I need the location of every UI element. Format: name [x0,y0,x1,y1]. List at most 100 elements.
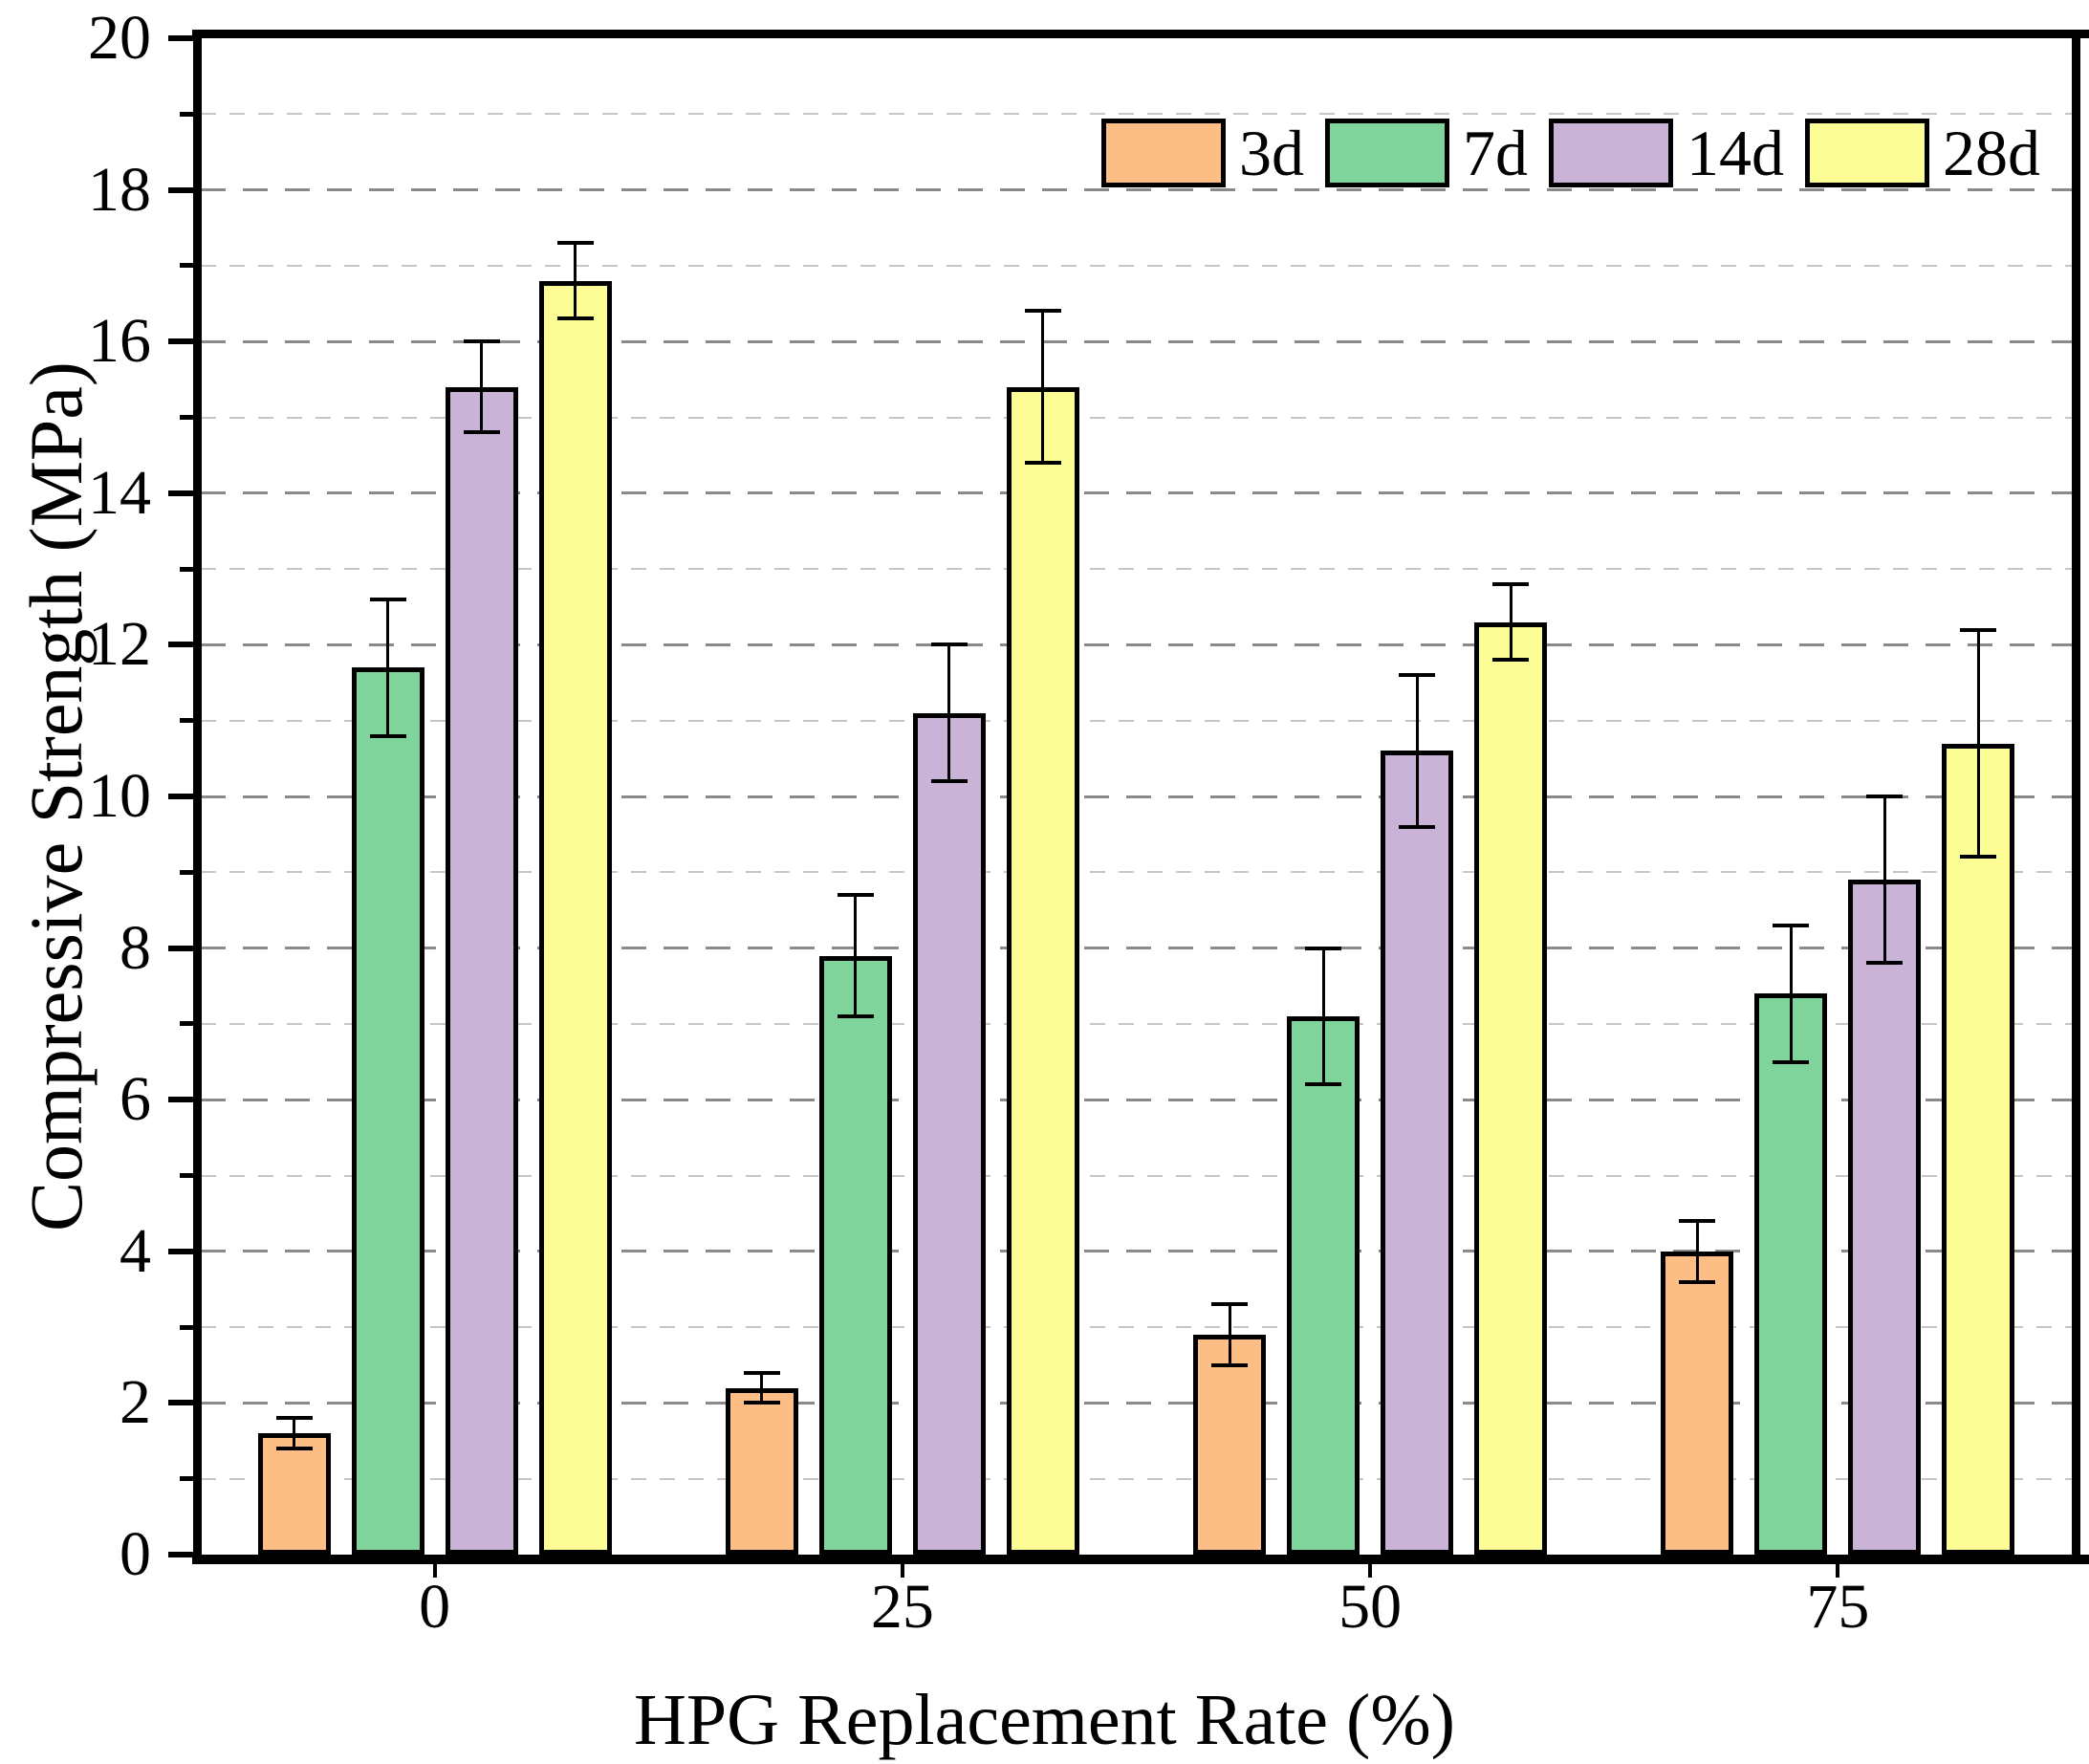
error-bar-line [1976,629,1980,858]
y-tick-label: 18 [88,154,151,225]
axis-spine-bottom [192,1555,2089,1564]
y-minor-tick [180,869,195,875]
error-bar-cap-bottom [1679,1279,1716,1284]
error-bar-cap-top [369,597,406,601]
error-bar-cap-bottom [930,779,968,784]
legend-swatch-28d [1805,119,1929,187]
error-bar-cap-top [1773,923,1810,927]
error-bar-line [1695,1221,1699,1282]
bar-3d-25 [725,1387,798,1555]
error-bar-line [1228,1304,1231,1365]
axis-spine-left [193,30,202,1564]
y-major-tick [168,490,195,496]
major-gridline [201,642,2072,646]
major-gridline [201,491,2072,495]
x-major-tick [1368,1564,1373,1578]
legend-label-28d: 28d [1943,117,2040,189]
error-bar-cap-bottom [837,1013,874,1018]
legend: 3d 7d 14d 28d [1101,119,2040,187]
bar-28d-0 [538,280,612,1555]
minor-gridline [201,416,2072,419]
error-bar-line [1882,796,1886,964]
error-bar-cap-top [1399,673,1436,678]
error-bar-cap-top [556,241,594,246]
error-bar-cap-bottom [1960,855,1997,860]
error-bar-line [1415,675,1419,827]
y-tick-label: 10 [88,761,151,831]
legend-item-28d: 28d [1805,119,2040,187]
x-tick-label: 75 [1806,1572,1870,1642]
error-bar-cap-top [1492,581,1530,586]
y-tick-label: 12 [88,609,151,680]
bar-14d-25 [912,712,986,1555]
legend-label-7d: 7d [1463,117,1528,189]
major-gridline [201,339,2072,343]
y-major-tick [168,794,195,799]
bar-14d-75 [1848,880,1922,1555]
y-major-tick [168,35,195,41]
error-bar-cap-top [930,642,968,647]
legend-swatch-3d [1101,119,1226,187]
y-major-tick [168,945,195,951]
y-major-tick [168,642,195,648]
error-bar-line [1321,947,1325,1085]
minor-gridline [201,1326,2072,1329]
bar-14d-50 [1381,751,1454,1555]
error-bar-cap-bottom [463,430,500,435]
y-minor-tick [180,415,195,420]
legend-item-7d: 7d [1325,119,1528,187]
major-gridline [201,1098,2072,1101]
error-bar-cap-top [837,893,874,898]
y-tick-label: 6 [120,1064,151,1135]
y-minor-tick [180,1476,195,1482]
error-bar-cap-top [463,339,500,344]
error-bar-cap-top [1211,1302,1249,1307]
x-axis-title: HPG Replacement Rate (%) [634,1680,1455,1760]
major-gridline [201,1250,2072,1253]
major-gridline [201,188,2072,192]
error-bar-line [480,341,484,433]
minor-gridline [201,1477,2072,1480]
minor-gridline [201,113,2072,116]
error-bar-cap-top [1866,795,1904,798]
bar-7d-25 [818,955,892,1555]
error-bar-line [386,599,390,736]
bar-7d-75 [1754,993,1828,1555]
minor-gridline [201,1174,2072,1177]
y-minor-tick [180,718,195,724]
legend-swatch-7d [1325,119,1449,187]
error-bar-cap-bottom [1024,461,1061,466]
error-bar-line [854,895,858,1016]
axis-spine-right [2072,30,2080,1564]
y-tick-label: 8 [120,912,151,983]
major-gridline [201,795,2072,798]
bar-28d-50 [1474,621,1548,1555]
bar-7d-50 [1287,1015,1360,1555]
error-bar-line [947,644,951,782]
error-bar-cap-bottom [275,1446,313,1450]
error-bar-cap-bottom [369,733,406,738]
y-major-tick [168,1552,195,1557]
minor-gridline [201,1022,2072,1025]
y-minor-tick [180,566,195,572]
legend-item-3d: 3d [1101,119,1304,187]
x-major-tick [432,1564,437,1578]
error-bar-cap-bottom [1305,1082,1342,1087]
error-bar-cap-top [1024,309,1061,314]
y-tick-label: 16 [88,306,151,377]
bar-14d-0 [445,386,518,1555]
y-major-tick [168,338,195,345]
error-bar-cap-bottom [1211,1362,1249,1367]
error-bar-cap-bottom [743,1401,780,1405]
y-major-tick [168,1097,195,1103]
error-bar-cap-top [1679,1219,1716,1224]
bar-7d-0 [351,667,424,1555]
minor-gridline [201,719,2072,722]
error-bar-cap-bottom [556,316,594,321]
legend-label-3d: 3d [1239,117,1304,189]
bar-28d-75 [1942,743,2015,1555]
bar-3d-50 [1193,1335,1267,1555]
x-major-tick [900,1564,904,1578]
bar-3d-0 [257,1433,331,1555]
y-tick-label: 14 [88,457,151,528]
